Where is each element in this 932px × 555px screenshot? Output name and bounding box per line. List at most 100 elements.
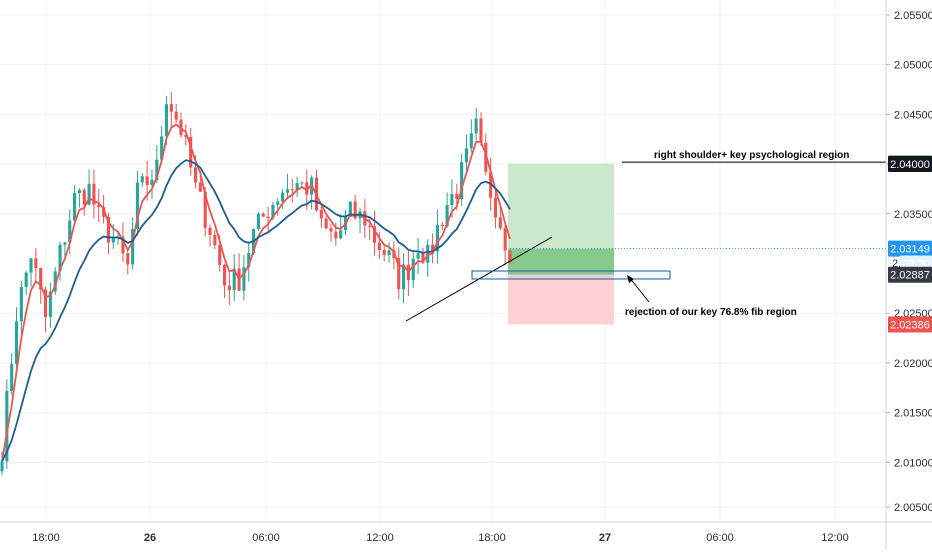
candle-body bbox=[97, 204, 101, 207]
candle-body bbox=[174, 111, 178, 120]
candle-body bbox=[319, 209, 323, 219]
candle-body bbox=[106, 216, 110, 243]
candle-body bbox=[455, 193, 459, 199]
x-tick-label: 06:00 bbox=[706, 532, 734, 544]
candle-body bbox=[464, 148, 469, 163]
candle-body bbox=[48, 291, 52, 317]
candle-body bbox=[498, 217, 502, 229]
candle-body bbox=[179, 119, 183, 135]
candle-body bbox=[126, 253, 130, 265]
price-badges: 2.2.040062.040002.0314908:202.028872.023… bbox=[888, 155, 932, 333]
target-zone-filled bbox=[508, 248, 614, 275]
ma-fast-line bbox=[1, 123, 511, 462]
candle-body bbox=[150, 179, 154, 186]
y-tick-label: 2.01000 bbox=[894, 457, 932, 469]
y-tick-label-partial: 2. bbox=[892, 258, 901, 270]
candle-body bbox=[387, 250, 391, 255]
candle-body bbox=[203, 191, 207, 228]
candle-body bbox=[39, 268, 43, 290]
candle-body bbox=[416, 253, 420, 259]
y-tick-label: 2.05500 bbox=[894, 10, 932, 22]
candle-body bbox=[440, 225, 444, 227]
candle-body bbox=[223, 264, 227, 286]
stop-zone bbox=[508, 274, 614, 325]
candle-body bbox=[135, 182, 140, 230]
candle-body bbox=[285, 189, 289, 193]
candle-body bbox=[53, 271, 57, 292]
candle-body bbox=[435, 225, 439, 252]
candle-body bbox=[479, 118, 483, 143]
candle-body bbox=[295, 183, 299, 191]
candle-body bbox=[503, 228, 507, 251]
candle-body bbox=[324, 218, 328, 229]
candle-body bbox=[140, 176, 144, 183]
candle-body bbox=[237, 268, 241, 291]
candle-body bbox=[63, 242, 67, 245]
candle-body bbox=[111, 238, 115, 243]
price-badge-label: 2.02887 bbox=[890, 270, 930, 282]
candle-body bbox=[339, 230, 343, 239]
candle-body bbox=[145, 176, 149, 186]
candle-body bbox=[169, 104, 173, 112]
candle-body bbox=[256, 213, 260, 230]
annotation-shoulder: right shoulder+ key psychological region bbox=[654, 150, 849, 161]
x-tick-label: 12:00 bbox=[366, 532, 394, 544]
candle-body bbox=[368, 225, 372, 227]
candle-body bbox=[34, 258, 38, 269]
candle-body bbox=[164, 104, 169, 137]
candle-body bbox=[334, 231, 338, 239]
candle-body bbox=[0, 461, 4, 472]
fib-rectangle bbox=[471, 270, 671, 280]
candle-body bbox=[474, 118, 478, 134]
x-tick-label: 06:00 bbox=[252, 532, 280, 544]
candle-body bbox=[121, 236, 125, 254]
candle-body bbox=[218, 245, 222, 265]
candle-body bbox=[421, 253, 425, 263]
candle-body bbox=[82, 190, 86, 205]
candle-body bbox=[460, 162, 464, 199]
candle-body bbox=[261, 213, 265, 217]
candle-body bbox=[329, 228, 333, 232]
candle-body bbox=[58, 244, 62, 272]
x-tick-label: 18:00 bbox=[478, 532, 506, 544]
y-tick-label: 2.03500 bbox=[894, 209, 932, 221]
price-badge bbox=[888, 316, 932, 333]
candle-body bbox=[431, 244, 435, 252]
candle-body bbox=[247, 252, 251, 268]
candle-body bbox=[213, 234, 217, 246]
candle-body bbox=[242, 267, 246, 291]
price-badge bbox=[888, 156, 932, 173]
candle-body bbox=[10, 363, 14, 391]
candle-body bbox=[102, 206, 106, 217]
candle-body bbox=[87, 183, 91, 205]
candles bbox=[0, 91, 512, 475]
candle-body bbox=[184, 134, 188, 137]
candle-body bbox=[281, 192, 285, 202]
candle-body bbox=[232, 268, 236, 291]
drawings: right shoulder+ key psychological region… bbox=[405, 150, 886, 322]
x-tick-label: 12:00 bbox=[821, 532, 849, 544]
x-tick-label: 27 bbox=[599, 532, 611, 544]
grid bbox=[0, 0, 886, 522]
price-badge-label: 2.03149 bbox=[890, 244, 930, 256]
x-tick-label: 26 bbox=[144, 532, 156, 544]
candle-body bbox=[469, 133, 473, 149]
y-tick-label: 2.04500 bbox=[894, 109, 932, 121]
candle-body bbox=[450, 193, 454, 206]
y-tick-label: 2.05000 bbox=[894, 60, 932, 72]
candle-body bbox=[131, 229, 135, 265]
candle-body bbox=[24, 272, 28, 287]
candle-body bbox=[29, 258, 33, 273]
y-tick-label: 2.00500 bbox=[894, 502, 932, 514]
candle-body bbox=[382, 249, 386, 255]
candle-body bbox=[397, 257, 401, 290]
candle-body bbox=[411, 258, 415, 281]
candle-body bbox=[377, 242, 381, 250]
ma-slow-line bbox=[1, 159, 511, 462]
candle-body bbox=[198, 182, 202, 192]
candle-body bbox=[5, 390, 9, 462]
candle-body bbox=[508, 250, 512, 263]
candle-body bbox=[353, 201, 357, 219]
